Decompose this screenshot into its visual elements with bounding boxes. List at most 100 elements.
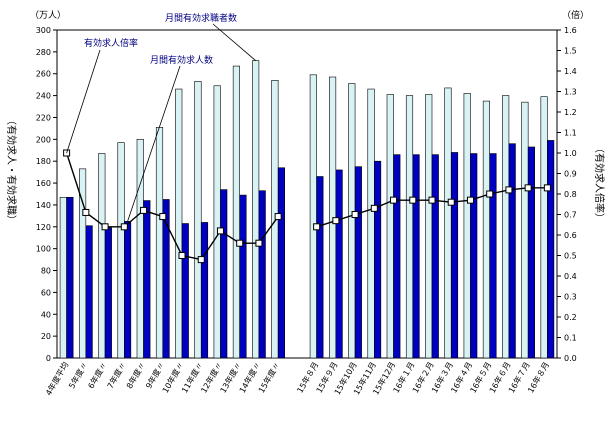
bar-job-openings <box>412 154 420 359</box>
left-tick-label: 180 <box>36 157 51 166</box>
bar-job-seekers <box>405 95 414 359</box>
bar-job-openings <box>508 143 516 359</box>
bars <box>59 60 555 359</box>
bar-job-openings <box>489 153 497 359</box>
right-tick-label: 1.1 <box>564 129 577 138</box>
ratio-point <box>390 196 398 204</box>
annotation-label: 月間有効求人数 <box>150 54 213 66</box>
right-tick-label: 0.2 <box>564 313 577 322</box>
right-tick-label: 0.5 <box>564 252 577 261</box>
bar-job-seekers <box>309 74 317 359</box>
left-tick-label: 200 <box>36 135 51 144</box>
left-tick-label: 140 <box>36 201 51 210</box>
left-tick-label: 220 <box>36 113 51 122</box>
right-tick-label: 1.0 <box>564 149 577 158</box>
left-tick-label: 40 <box>41 310 51 319</box>
ratio-point <box>82 208 90 216</box>
left-tick-label: 80 <box>41 267 51 276</box>
bar-job-openings <box>547 140 555 359</box>
bar-job-openings <box>124 221 132 359</box>
annotation-label: 有効求人倍率 <box>84 37 138 49</box>
ratio-point <box>101 223 109 231</box>
bar-job-seekers <box>502 95 510 359</box>
annotation-leader <box>66 49 101 154</box>
bar-job-seekers <box>117 142 125 359</box>
bar-job-seekers <box>521 101 529 359</box>
left-tick-label: 280 <box>36 48 51 57</box>
bar-job-openings <box>527 146 535 359</box>
left-axis-unit: （万人） <box>30 10 66 21</box>
annotation-leader <box>127 65 181 222</box>
right-tick-label: 1.4 <box>564 67 577 76</box>
bar-job-openings <box>181 223 189 359</box>
right-tick-label: 0.7 <box>564 211 577 220</box>
left-axis-ticks: 0 20 40 60 80 100 120 140 160 180 200 220 240 260 280 3… <box>36 26 57 363</box>
bar-job-seekers <box>194 81 202 359</box>
bar-job-openings <box>354 166 362 359</box>
bar-job-seekers <box>540 96 548 359</box>
right-tick-label: 0.9 <box>564 170 577 179</box>
bar-job-openings <box>66 196 74 359</box>
bar-job-seekers <box>175 88 183 359</box>
left-tick-label: 120 <box>36 223 51 232</box>
bar-job-seekers <box>444 87 452 359</box>
ratio-point <box>466 196 474 204</box>
bar-job-openings <box>258 190 266 359</box>
ratio-point <box>524 184 532 192</box>
ratio-point <box>428 196 436 204</box>
ratio-point <box>159 213 167 221</box>
right-tick-label: 1.6 <box>564 26 577 35</box>
annotation-label: 月間有効求職者数 <box>165 12 237 24</box>
right-tick-label: 0.1 <box>564 334 577 343</box>
bar-job-openings <box>143 200 151 359</box>
bar-job-openings <box>470 153 478 359</box>
bar-job-openings <box>277 167 285 359</box>
right-tick-label: 0.0 <box>564 354 577 363</box>
bar-job-openings <box>450 152 459 359</box>
ratio-point <box>370 204 378 212</box>
right-axis-unit: （倍） <box>562 9 589 21</box>
bar-job-openings <box>239 194 247 359</box>
bar-job-seekers <box>155 127 164 359</box>
category-labels: 4年度平均5年度〃6年度〃7年度〃8年度〃9年度〃10年度〃11年度〃12年度〃… <box>43 360 551 397</box>
ratio-point <box>216 227 224 235</box>
left-tick-label: 60 <box>41 288 51 297</box>
bar-job-openings <box>316 176 324 359</box>
ratio-point <box>332 217 340 225</box>
bar-job-seekers <box>367 88 375 359</box>
ratio-point <box>197 256 205 264</box>
bar-job-seekers <box>98 153 106 359</box>
left-tick-label: 260 <box>36 70 51 79</box>
bar-job-openings <box>85 225 93 359</box>
bar-job-openings <box>162 199 170 359</box>
ratio-point <box>140 206 148 214</box>
bar-job-openings <box>220 189 228 359</box>
bar-job-openings <box>335 169 343 359</box>
right-tick-label: 0.4 <box>564 272 577 281</box>
bar-job-seekers <box>136 139 144 359</box>
left-tick-label: 240 <box>36 92 51 101</box>
ratio-point <box>255 239 263 247</box>
left-tick-label: 20 <box>41 332 51 341</box>
bar-job-seekers <box>425 94 433 359</box>
ratio-point <box>351 211 359 218</box>
right-tick-label: 0.3 <box>564 293 577 302</box>
ratio-line <box>63 149 551 264</box>
left-tick-label: 160 <box>36 179 51 188</box>
bar-job-seekers <box>213 85 221 359</box>
ratio-point <box>409 196 417 204</box>
ratio-point <box>236 239 244 247</box>
ratio-point <box>543 184 551 192</box>
ratio-point <box>313 223 321 231</box>
left-tick-label: 300 <box>36 26 51 35</box>
bar-job-seekers <box>482 100 490 359</box>
bar-job-seekers <box>348 83 356 359</box>
right-tick-label: 0.8 <box>564 190 577 199</box>
bar-job-openings <box>200 222 209 359</box>
left-axis-label: （有効求人・有効求職） <box>5 115 18 225</box>
right-tick-label: 1.5 <box>564 47 577 56</box>
ratio-point <box>178 252 186 259</box>
plot-frame <box>56 29 558 359</box>
bar-job-seekers <box>252 60 260 359</box>
